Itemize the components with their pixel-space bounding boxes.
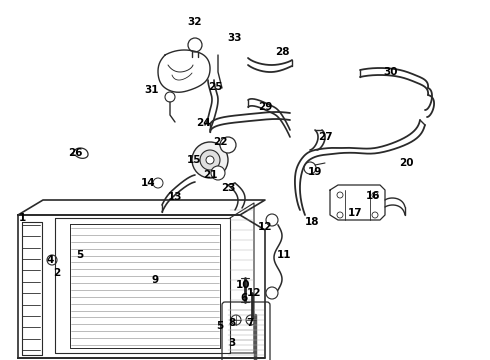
Circle shape [206, 156, 214, 164]
Text: 5: 5 [76, 250, 84, 260]
Text: 1: 1 [19, 213, 25, 223]
Text: 4: 4 [47, 255, 54, 265]
Circle shape [192, 142, 228, 178]
Circle shape [266, 287, 278, 299]
Text: 16: 16 [366, 191, 380, 201]
Circle shape [372, 212, 378, 218]
Text: 29: 29 [258, 102, 272, 112]
Text: 27: 27 [318, 132, 332, 142]
Circle shape [200, 150, 220, 170]
Circle shape [153, 178, 163, 188]
Circle shape [246, 315, 256, 325]
Text: 33: 33 [228, 33, 242, 43]
Text: 17: 17 [348, 208, 362, 218]
Text: 10: 10 [236, 280, 250, 290]
Circle shape [337, 192, 343, 198]
Text: 20: 20 [399, 158, 413, 168]
Text: 23: 23 [221, 183, 235, 193]
Circle shape [231, 315, 241, 325]
Text: 18: 18 [305, 217, 319, 227]
Text: 26: 26 [68, 148, 82, 158]
Circle shape [47, 255, 57, 265]
Circle shape [165, 92, 175, 102]
Text: 21: 21 [203, 170, 217, 180]
Circle shape [304, 162, 316, 174]
Text: 7: 7 [246, 318, 254, 328]
Text: 6: 6 [241, 293, 247, 303]
Text: 25: 25 [208, 82, 222, 92]
Circle shape [211, 166, 225, 180]
Text: 13: 13 [168, 192, 182, 202]
Text: 12: 12 [258, 222, 272, 232]
Text: 8: 8 [228, 318, 236, 328]
Text: 5: 5 [217, 321, 223, 331]
FancyBboxPatch shape [222, 302, 270, 360]
Text: 3: 3 [228, 338, 236, 348]
Text: 14: 14 [141, 178, 155, 188]
Text: 15: 15 [187, 155, 201, 165]
Circle shape [188, 38, 202, 52]
Circle shape [372, 192, 378, 198]
Text: 31: 31 [145, 85, 159, 95]
Text: 9: 9 [151, 275, 159, 285]
Text: 2: 2 [53, 268, 61, 278]
Circle shape [337, 212, 343, 218]
Text: 22: 22 [213, 137, 227, 147]
Text: 30: 30 [384, 67, 398, 77]
Text: 12: 12 [247, 288, 261, 298]
Text: 19: 19 [308, 167, 322, 177]
Text: 24: 24 [196, 118, 210, 128]
Circle shape [220, 137, 236, 153]
Circle shape [266, 214, 278, 226]
Text: 11: 11 [277, 250, 291, 260]
Text: 32: 32 [188, 17, 202, 27]
Text: 28: 28 [275, 47, 289, 57]
